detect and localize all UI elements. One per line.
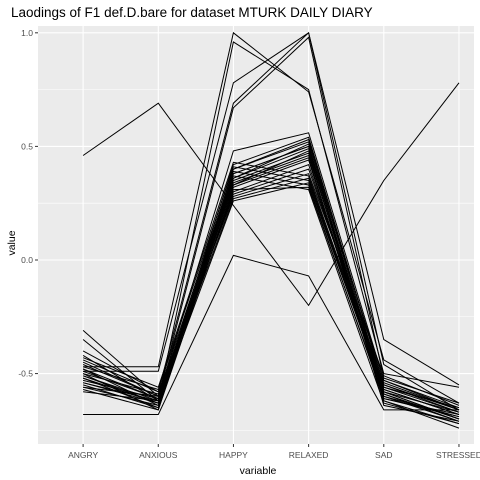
series-line-27: [82, 150, 460, 429]
x-axis-title: variable: [240, 465, 277, 477]
series-line-25: [82, 166, 460, 413]
y-tick-label: 0.5: [21, 141, 33, 151]
y-tick-label: 1.0: [21, 28, 33, 38]
y-axis-title: value: [6, 230, 18, 255]
chart-title: Laodings of F1 def.D.bare for dataset MT…: [11, 5, 373, 20]
series-line-24: [82, 170, 460, 418]
x-tick-label: ANXIOUS: [139, 450, 178, 460]
y-tick-label: -0.5: [18, 369, 33, 379]
y-tick-label: 0.0: [21, 255, 33, 265]
series-line-23: [83, 175, 460, 425]
x-tick-label: ANGRY: [68, 450, 98, 460]
series-line-22: [82, 186, 460, 422]
series-line-26: [82, 161, 460, 409]
x-tick-label: RELAXED: [289, 450, 329, 460]
series-line-4: [83, 31, 460, 411]
series-line-3: [83, 31, 460, 404]
series-line-28: [83, 143, 460, 422]
series-line-30: [82, 145, 460, 411]
series-line-2: [83, 254, 459, 415]
series-line-29: [82, 138, 460, 413]
x-tick-label: HAPPY: [219, 450, 248, 460]
x-tick-label: STRESSED: [436, 450, 480, 460]
x-tick-label: SAD: [375, 450, 392, 460]
series-line-19: [82, 173, 460, 406]
series-line-1: [82, 82, 460, 307]
